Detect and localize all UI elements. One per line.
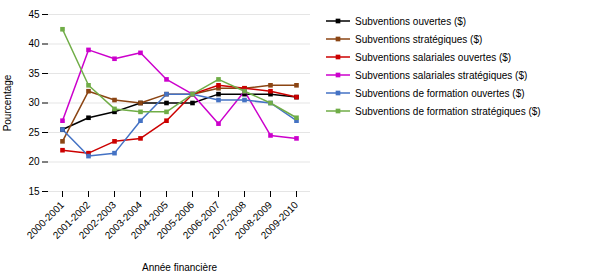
html-text:Subventions de formation strat: Subventions de formation stratégiques ($… — [355, 105, 541, 117]
svg-text:35: 35 — [28, 68, 40, 79]
svg-text:Pourcentage: Pourcentage — [2, 74, 13, 131]
svg-text:30: 30 — [28, 97, 40, 108]
svg-text:2003-2004: 2003-2004 — [102, 199, 145, 241]
svg-text:2008-2009: 2008-2009 — [232, 199, 275, 241]
svg-text:2000-2001: 2000-2001 — [24, 199, 67, 241]
html-text:Subventions salariales ouverte: Subventions salariales ouvertes ($) — [355, 51, 512, 63]
svg-text:45: 45 — [28, 9, 40, 20]
html-text:Subventions salariales stratég: Subventions salariales stratégiques ($) — [355, 69, 528, 81]
svg-text:2007-2008: 2007-2008 — [206, 199, 249, 241]
html-text:Subventions ouvertes ($): Subventions ouvertes ($) — [355, 15, 467, 27]
svg-text:20: 20 — [28, 156, 40, 167]
svg-text:40: 40 — [28, 38, 40, 49]
svg-text:25: 25 — [28, 127, 40, 138]
svg-text:15: 15 — [28, 186, 40, 197]
html-text:Subventions de formation ouver: Subventions de formation ouvertes ($) — [355, 87, 525, 99]
svg-text:Année financière: Année financière — [142, 262, 217, 273]
svg-text:2009-2010: 2009-2010 — [259, 199, 301, 241]
svg-text:2002-2003: 2002-2003 — [76, 199, 119, 241]
svg-text:2001-2002: 2001-2002 — [50, 199, 93, 241]
svg-text:2006-2007: 2006-2007 — [180, 199, 223, 241]
svg-text:2004-2005: 2004-2005 — [128, 199, 171, 241]
html-text:Subventions stratégiques ($): Subventions stratégiques ($) — [355, 33, 483, 45]
svg-text:2005-2006: 2005-2006 — [154, 199, 197, 241]
